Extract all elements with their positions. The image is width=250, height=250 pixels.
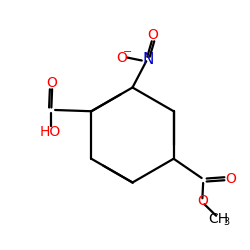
Text: 3: 3	[224, 217, 230, 227]
Text: −: −	[123, 47, 133, 57]
Text: O: O	[197, 194, 208, 208]
Text: O: O	[148, 28, 158, 42]
Text: HO: HO	[40, 125, 61, 139]
Text: N: N	[142, 52, 154, 68]
Text: O: O	[226, 172, 236, 186]
Text: CH: CH	[208, 212, 229, 226]
Text: O: O	[47, 76, 58, 90]
Text: O: O	[116, 50, 127, 64]
